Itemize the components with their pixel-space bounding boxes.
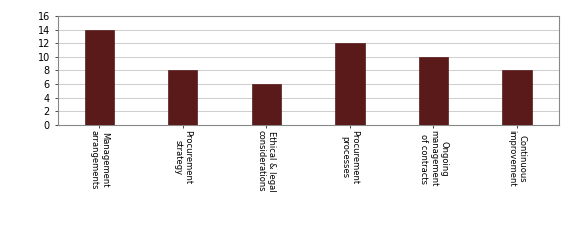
Bar <box>85 30 114 125</box>
Bar <box>168 70 198 125</box>
Bar <box>335 43 365 125</box>
Bar <box>419 57 448 125</box>
Bar <box>502 70 532 125</box>
Bar <box>252 84 281 125</box>
